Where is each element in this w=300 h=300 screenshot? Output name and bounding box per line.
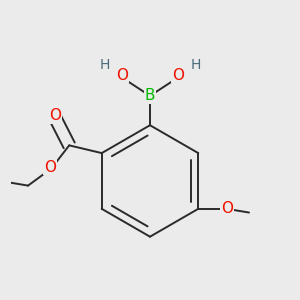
Text: O: O (49, 108, 61, 123)
Text: H: H (190, 58, 201, 72)
Text: O: O (116, 68, 128, 82)
Text: O: O (44, 160, 56, 175)
Text: H: H (99, 58, 110, 72)
Text: B: B (145, 88, 155, 103)
Text: O: O (221, 201, 233, 216)
Text: O: O (172, 68, 184, 82)
